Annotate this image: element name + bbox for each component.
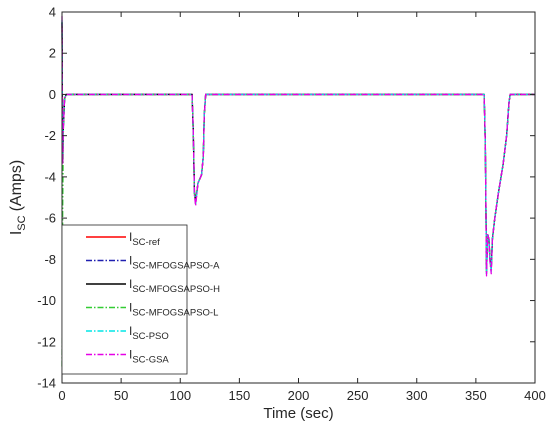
legend-label-4: ISC-MFOGSAPSO-L (129, 301, 218, 319)
y-tick-label: -10 (37, 293, 56, 308)
series-line-6 (61, 16, 535, 277)
legend-label-2: ISC-MFOGSAPSO-A (129, 254, 220, 272)
legend: ISC-refISC-MFOGSAPSO-AISC-MFOGSAPSO-HISC… (61, 224, 220, 375)
y-axis-label-sub: SC (16, 215, 28, 230)
legend-label-sub: SC-GSA (132, 355, 169, 366)
legend-label-6: ISC-GSA (129, 348, 169, 366)
x-tick-label: 50 (114, 388, 128, 403)
legend-label-main: I (129, 324, 132, 338)
y-tick-label: -8 (44, 252, 56, 267)
y-tick-label: -6 (44, 211, 56, 226)
legend-label-sub: SC-PSO (132, 331, 168, 342)
x-tick-label: 0 (58, 388, 65, 403)
x-axis-label: Time (sec) (263, 405, 333, 422)
legend-label-sub: SC-MFOGSAPSO-A (132, 261, 220, 272)
y-axis-label-main: I (8, 231, 25, 235)
y-tick-label: 2 (49, 46, 56, 61)
legend-label-main: I (129, 348, 132, 362)
legend-label-main: I (129, 301, 132, 315)
legend-box (61, 224, 188, 375)
x-tick-label: 250 (347, 388, 369, 403)
y-axis-label-unit: (Amps) (8, 160, 25, 212)
series-layer (61, 16, 535, 367)
x-tick-label: 350 (465, 388, 487, 403)
x-tick-label: 200 (288, 388, 310, 403)
y-axis-label: ISC (Amps) (8, 160, 28, 235)
legend-label-3: ISC-MFOGSAPSO-H (129, 277, 220, 295)
y-tick-label: -4 (44, 169, 56, 184)
y-tick-label: 4 (49, 5, 56, 20)
y-tick-label: 0 (49, 87, 56, 102)
legend-label-main: I (129, 254, 132, 268)
legend-label-main: I (129, 277, 132, 291)
legend-label-sub: SC-ref (132, 237, 160, 248)
x-tick-label: 100 (169, 388, 191, 403)
legend-label-1: ISC-ref (129, 230, 160, 248)
ticks-layer: 0 50 100 150 200 250 300 350 400 4 2 0 -2 -4 -6 -8 -10 -1… (37, 5, 546, 404)
x-tick-label: 300 (406, 388, 428, 403)
y-tick-label: -14 (37, 376, 56, 391)
legend-label-sub: SC-MFOGSAPSO-L (132, 308, 218, 319)
y-tick-label: -2 (44, 128, 56, 143)
x-tick-label: 150 (229, 388, 251, 403)
y-tick-label: -12 (37, 334, 56, 349)
legend-label-main: I (129, 230, 132, 244)
legend-label-sub: SC-MFOGSAPSO-H (132, 284, 220, 295)
legend-label-5: ISC-PSO (129, 324, 169, 342)
x-tick-label: 400 (524, 388, 546, 403)
